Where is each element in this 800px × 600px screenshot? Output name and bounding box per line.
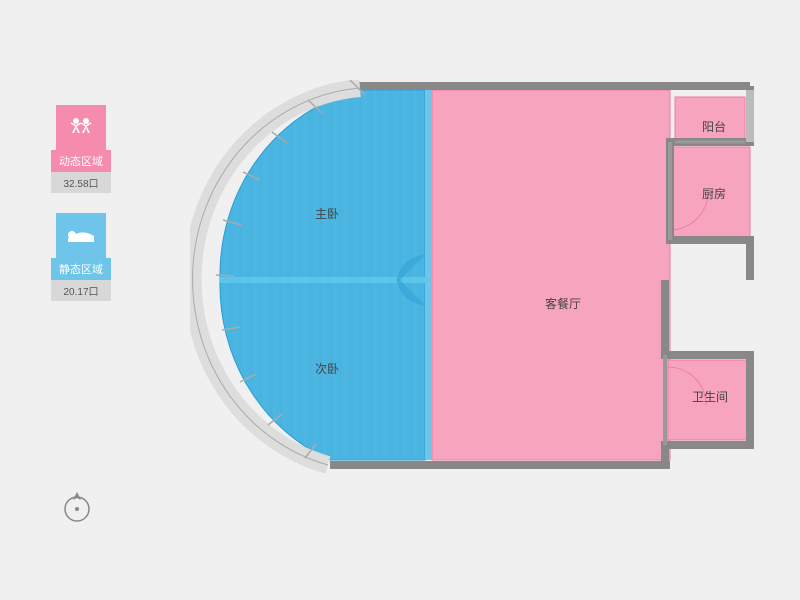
legend-dynamic: 动态区域 32.58口 [51, 105, 111, 193]
compass-icon [60, 490, 94, 529]
legend-static-value: 20.17口 [51, 280, 111, 301]
sleep-icon [56, 213, 106, 258]
floorplan-diagram: 主卧 次卧 客餐厅 阳台 厨房 卫生间 [190, 80, 765, 500]
room-kitchen [670, 147, 750, 237]
room-balcony [675, 97, 745, 142]
room-master-bedroom [220, 90, 425, 280]
room-bathroom [668, 360, 748, 440]
room-living-dining [432, 90, 670, 460]
legend-dynamic-value: 32.58口 [51, 172, 111, 193]
legend-static-label: 静态区域 [51, 258, 111, 280]
legend-static: 静态区域 20.17口 [51, 213, 111, 301]
room-second-bedroom [220, 280, 425, 460]
people-icon [56, 105, 106, 150]
legend-panel: 动态区域 32.58口 静态区域 20.17口 [51, 105, 111, 321]
legend-dynamic-label: 动态区域 [51, 150, 111, 172]
